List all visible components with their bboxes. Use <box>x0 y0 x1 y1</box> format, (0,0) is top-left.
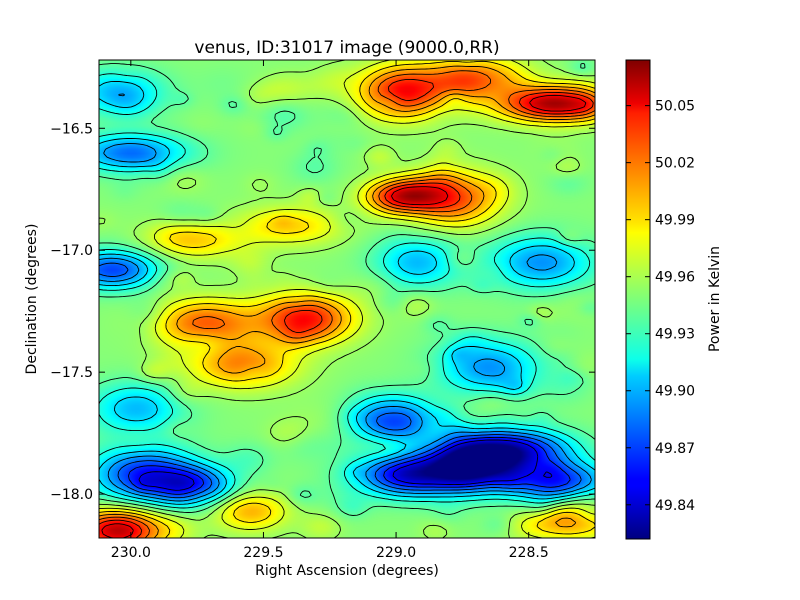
colorbar-label: Power in Kelvin <box>707 246 723 352</box>
contour-line <box>99 73 595 509</box>
colorbar-tick-label: 50.02 <box>655 156 695 172</box>
y-axis-ticks: −16.5 −17.0 −17.5 −18.0 <box>50 121 595 503</box>
contour-line <box>99 78 594 538</box>
contour-line <box>101 94 587 538</box>
y-tick-label: −17.0 <box>50 243 93 259</box>
colorbar-ticks: 50.05 50.02 49.99 49.96 49.93 49.90 49.87 49.84 <box>626 99 695 514</box>
colorbar-tick-label: 49.96 <box>655 270 695 286</box>
contour-line <box>99 60 595 538</box>
contour-line <box>99 70 595 538</box>
plot-area <box>98 59 596 539</box>
chart-title: venus, ID:31017 image (9000.0,RR) <box>194 38 499 58</box>
contour-line <box>99 60 595 538</box>
x-axis-ticks: 230.0 229.5 229.0 228.5 <box>111 60 549 561</box>
y-tick-label: −18.0 <box>50 487 93 503</box>
colorbar-tick-label: 49.84 <box>655 498 695 514</box>
plot-frame <box>98 59 596 539</box>
x-tick-label: 229.5 <box>243 545 283 561</box>
contour-line <box>99 93 592 502</box>
y-tick-label: −17.5 <box>50 365 93 381</box>
x-tick-label: 228.5 <box>509 545 549 561</box>
colorbar-tick-label: 49.87 <box>655 441 695 457</box>
contour-line <box>99 262 582 499</box>
heatmap-image <box>99 60 595 538</box>
contour-lines <box>99 60 595 538</box>
colorbar-tick-label: 50.05 <box>655 99 695 115</box>
contour-line <box>99 62 595 516</box>
contour-line <box>99 80 595 505</box>
contour-line <box>99 60 595 538</box>
contour-line <box>127 436 571 495</box>
y-axis-label: Declination (degrees) <box>24 224 40 375</box>
colorbar: 50.05 50.02 49.99 49.96 49.93 49.90 49.87 49.84… <box>625 59 723 540</box>
colorbar-tick-label: 49.93 <box>655 327 695 343</box>
colorbar-tick-label: 49.99 <box>655 213 695 229</box>
x-tick-label: 229.0 <box>376 545 416 561</box>
x-axis-label: Right Ascension (degrees) <box>255 563 439 579</box>
contour-line <box>138 439 553 491</box>
x-tick-label: 230.0 <box>111 545 151 561</box>
y-tick-label: −16.5 <box>50 121 93 137</box>
contour-line <box>99 65 595 538</box>
colorbar-tick-label: 49.90 <box>655 384 695 400</box>
colorbar-fill <box>625 59 651 540</box>
